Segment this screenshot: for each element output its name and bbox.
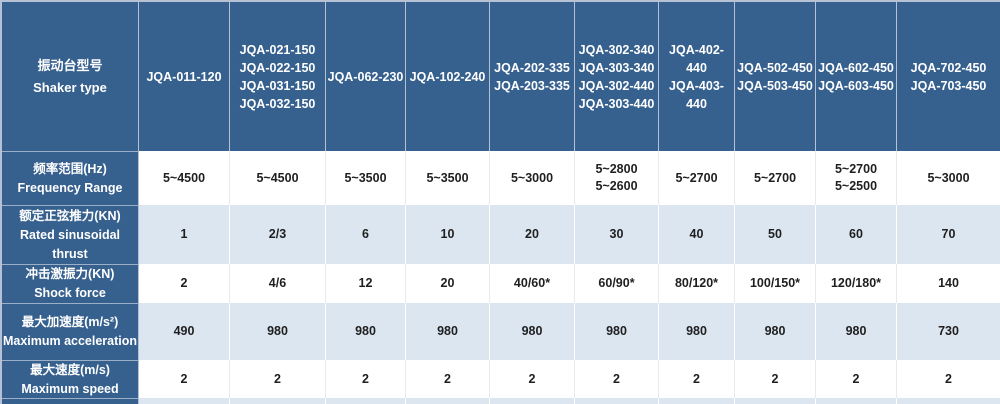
value-cell: 70 (897, 205, 1000, 264)
value-cell (230, 398, 326, 404)
value-cell: 5~2700 (735, 151, 816, 205)
value-cell: 980 (735, 303, 816, 360)
value-cell: 5~4500 (230, 151, 326, 205)
value-cell (326, 398, 406, 404)
value-cell: 140 (897, 264, 1000, 303)
table-row-max-acceleration: 最大加速度(m/s²) Maximum acceleration 490 980… (2, 303, 1000, 360)
header-col-model-2: JQA-021-150 JQA-022-150 JQA-031-150 JQA-… (230, 2, 326, 151)
value-cell: 2/3 (230, 205, 326, 264)
row-label-en: Maximum acceleration (2, 334, 138, 348)
value-cell: 5~4500 (139, 151, 230, 205)
value-cell (575, 398, 659, 404)
value-cell: 5~2800 5~2600 (575, 151, 659, 205)
value-cell (816, 398, 897, 404)
value-cell: 80/120* (659, 264, 735, 303)
header-col-model-10: JQA-702-450 JQA-703-450 (897, 2, 1000, 151)
row-label-zh: 最大加速度(m/s²) (21, 315, 119, 329)
value-cell (139, 398, 230, 404)
value-cell (659, 398, 735, 404)
table-header-row: 振动台型号 Shaker type JQA-011-120 JQA-021-15… (2, 2, 1000, 151)
header-col-model-4: JQA-102-240 (406, 2, 490, 151)
value-cell: 2 (897, 360, 1000, 398)
value-cell: 980 (659, 303, 735, 360)
row-label-zh: 频率范围(Hz) (33, 161, 107, 176)
row-label-en: Rated sinusoidal thrust (19, 227, 121, 261)
value-cell: 2 (816, 360, 897, 398)
value-cell: 30 (575, 205, 659, 264)
value-cell: 490 (139, 303, 230, 360)
row-label-max-speed: 最大速度(m/s) Maximum speed (2, 360, 139, 398)
value-cell: 120/180* (816, 264, 897, 303)
row-label-zh: 最大速度(m/s) (30, 362, 110, 377)
header-col-model-5: JQA-202-335 JQA-203-335 (490, 2, 575, 151)
value-cell: 2 (230, 360, 326, 398)
row-label-zh: 额定正弦推力(KN) (19, 208, 121, 223)
value-cell: 2 (575, 360, 659, 398)
header-col-model-9: JQA-602-450 JQA-603-450 (816, 2, 897, 151)
row-label-zh: 冲击激振力(KN) (25, 267, 115, 281)
table-row-shock-force: 冲击激振力(KN) Shock force 2 4/6 12 20 40/60*… (2, 264, 1000, 303)
value-cell: 20 (406, 264, 490, 303)
value-cell: 730 (897, 303, 1000, 360)
row-label-partial (2, 398, 139, 404)
header-label-en: Shaker type (33, 79, 107, 95)
value-cell: 20 (490, 205, 575, 264)
row-label-en: Maximum speed (21, 381, 119, 396)
value-cell: 50 (735, 205, 816, 264)
value-cell: 2 (139, 360, 230, 398)
value-cell: 12 (326, 264, 406, 303)
value-cell: 4/6 (230, 264, 326, 303)
value-cell (406, 398, 490, 404)
row-label-rated-thrust: 额定正弦推力(KN) Rated sinusoidal thrust (2, 205, 139, 264)
value-cell: 980 (406, 303, 490, 360)
value-cell: 1 (139, 205, 230, 264)
header-col-model-7: JQA-402-440 JQA-403-440 (659, 2, 735, 151)
row-label-frequency-range: 频率范围(Hz) Frequency Range (2, 151, 139, 205)
value-cell: 980 (816, 303, 897, 360)
value-cell: 5~2700 (659, 151, 735, 205)
row-label-en: Shock force (34, 286, 106, 300)
row-label-max-acceleration: 最大加速度(m/s²) Maximum acceleration (2, 303, 139, 360)
value-cell: 6 (326, 205, 406, 264)
header-col-model-1: JQA-011-120 (139, 2, 230, 151)
value-cell: 100/150* (735, 264, 816, 303)
value-cell: 2 (326, 360, 406, 398)
row-label-en: Frequency Range (17, 180, 123, 195)
value-cell: 2 (490, 360, 575, 398)
table-row-partial-cutoff (2, 398, 1000, 404)
table-row-rated-thrust: 额定正弦推力(KN) Rated sinusoidal thrust 1 2/3… (2, 205, 1000, 264)
header-col-model-8: JQA-502-450 JQA-503-450 (735, 2, 816, 151)
value-cell: 5~2700 5~2500 (816, 151, 897, 205)
value-cell: 10 (406, 205, 490, 264)
value-cell: 60 (816, 205, 897, 264)
value-cell (490, 398, 575, 404)
value-cell: 40 (659, 205, 735, 264)
value-cell: 5~3500 (326, 151, 406, 205)
header-label-zh: 振动台型号 (37, 57, 103, 73)
value-cell: 2 (139, 264, 230, 303)
table-row-frequency-range: 频率范围(Hz) Frequency Range 5~4500 5~4500 5… (2, 151, 1000, 205)
table-row-max-speed: 最大速度(m/s) Maximum speed 2 2 2 2 2 2 2 2 … (2, 360, 1000, 398)
value-cell: 2 (735, 360, 816, 398)
row-label-shock-force: 冲击激振力(KN) Shock force (2, 264, 139, 303)
value-cell: 5~3500 (406, 151, 490, 205)
value-cell: 980 (326, 303, 406, 360)
value-cell: 980 (230, 303, 326, 360)
header-col-model-3: JQA-062-230 (326, 2, 406, 151)
value-cell: 980 (490, 303, 575, 360)
value-cell: 40/60* (490, 264, 575, 303)
value-cell: 5~3000 (490, 151, 575, 205)
value-cell: 60/90* (575, 264, 659, 303)
value-cell: 5~3000 (897, 151, 1000, 205)
value-cell: 980 (575, 303, 659, 360)
value-cell: 2 (406, 360, 490, 398)
header-col-model-6: JQA-302-340 JQA-303-340 JQA-302-440 JQA-… (575, 2, 659, 151)
value-cell: 2 (659, 360, 735, 398)
value-cell (735, 398, 816, 404)
header-shaker-type-cell: 振动台型号 Shaker type (2, 2, 139, 151)
value-cell (897, 398, 1000, 404)
